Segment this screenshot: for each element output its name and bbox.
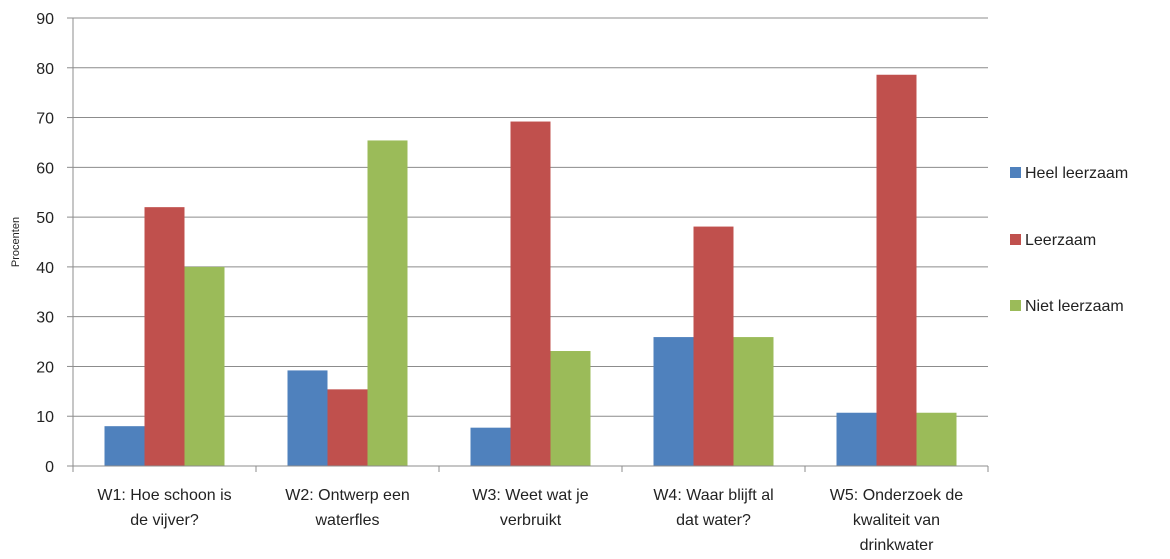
- y-tick-label: 90: [36, 11, 54, 28]
- x-category-label: kwaliteit van: [853, 512, 940, 529]
- y-tick-label: 80: [36, 61, 54, 78]
- bar-leerzaam: [876, 74, 917, 466]
- axes: [72, 18, 989, 472]
- y-tick-label: 40: [36, 260, 54, 277]
- y-tick-label: 20: [36, 359, 54, 376]
- bar-heel-leerzaam: [104, 426, 145, 466]
- bar-niet-leerzaam: [184, 266, 225, 466]
- legend-swatch: [1010, 300, 1021, 311]
- y-tick-label: 60: [36, 160, 54, 177]
- bar-leerzaam: [144, 207, 185, 466]
- x-category-labels: W1: Hoe schoon is de vijver? W2: Ontwerp e…: [97, 487, 963, 554]
- y-tick-label: 0: [45, 459, 54, 476]
- bar-heel-leerzaam: [287, 370, 328, 466]
- legend-label: Heel leerzaam: [1025, 165, 1128, 182]
- x-category-label: W1: Hoe schoon is: [97, 487, 231, 504]
- bar-niet-leerzaam: [367, 140, 408, 466]
- bars: [104, 74, 957, 466]
- y-tick-label: 10: [36, 409, 54, 426]
- x-category-label: dat water?: [676, 512, 751, 529]
- y-tick-label: 30: [36, 310, 54, 327]
- bar-heel-leerzaam: [836, 412, 877, 466]
- bar-leerzaam: [327, 389, 368, 466]
- x-category-label: W4: Waar blijft al: [653, 487, 773, 504]
- legend-swatch: [1010, 234, 1021, 245]
- bar-leerzaam: [693, 226, 734, 466]
- bar-heel-leerzaam: [470, 427, 511, 466]
- x-category-label: W3: Weet wat je: [472, 487, 588, 504]
- bar-heel-leerzaam: [653, 337, 694, 466]
- bar-niet-leerzaam: [550, 351, 591, 466]
- legend-label: Niet leerzaam: [1025, 298, 1124, 315]
- legend-swatch: [1010, 167, 1021, 178]
- x-category-label: W5: Onderzoek de: [830, 487, 964, 504]
- legend: Heel leerzaam Leerzaam Niet leerzaam: [1010, 165, 1128, 315]
- x-category-label: de vijver?: [130, 512, 199, 529]
- bar-niet-leerzaam: [916, 412, 957, 466]
- x-category-label: verbruikt: [500, 512, 562, 529]
- y-axis-label: Procenten: [10, 217, 22, 267]
- bar-leerzaam: [510, 121, 551, 466]
- bar-niet-leerzaam: [733, 337, 774, 466]
- x-category-label: W2: Ontwerp een: [285, 487, 410, 504]
- y-tick-label: 50: [36, 210, 54, 227]
- x-category-label: waterfles: [314, 512, 379, 529]
- y-tick-labels: 0 10 20 30 40 50 60 70 80 90: [36, 11, 54, 476]
- y-tick-label: 70: [36, 111, 54, 128]
- legend-label: Leerzaam: [1025, 232, 1096, 249]
- x-category-label: drinkwater: [860, 537, 934, 554]
